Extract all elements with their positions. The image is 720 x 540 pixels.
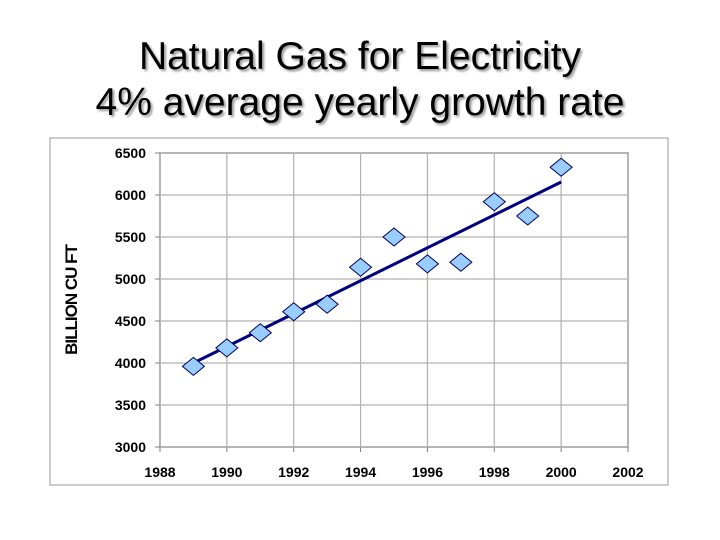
x-tick-label: 1994 [345, 464, 376, 480]
data-point [415, 254, 440, 274]
x-tick-label: 1990 [211, 464, 242, 480]
y-tick-label: 3000 [115, 439, 146, 455]
y-tick-label: 4500 [115, 313, 146, 329]
data-point [348, 257, 373, 277]
x-tick-label: 1998 [479, 464, 510, 480]
data-point [215, 338, 239, 358]
y-tick-label: 4000 [115, 355, 146, 371]
x-tick-label: 1996 [412, 464, 443, 480]
data-point [549, 157, 573, 177]
y-tick-label: 5000 [115, 271, 146, 287]
data-point [315, 294, 339, 314]
y-tick-label: 3500 [115, 397, 146, 413]
slide-title: Natural Gas for Electricity 4% average y… [0, 34, 720, 126]
x-tick-label: 2002 [612, 464, 643, 480]
data-point [515, 206, 540, 226]
data-point [281, 302, 306, 322]
y-tick-label: 5500 [115, 229, 146, 245]
data-point [382, 227, 406, 247]
x-tick-label: 1988 [144, 464, 175, 480]
plot-area [159, 152, 629, 448]
data-point [449, 252, 473, 272]
x-tick-label: 1992 [278, 464, 309, 480]
x-tick-label: 2000 [546, 464, 577, 480]
y-tick-label: 6000 [115, 187, 146, 203]
data-point [482, 192, 507, 212]
data-point [248, 323, 273, 343]
y-tick-label: 6500 [115, 145, 146, 161]
title-line-2: 4% average yearly growth rate [95, 81, 625, 124]
y-axis-label: BILLION CU FT [62, 244, 81, 355]
data-point [181, 356, 206, 377]
title-line-1: Natural Gas for Electricity [138, 35, 582, 78]
